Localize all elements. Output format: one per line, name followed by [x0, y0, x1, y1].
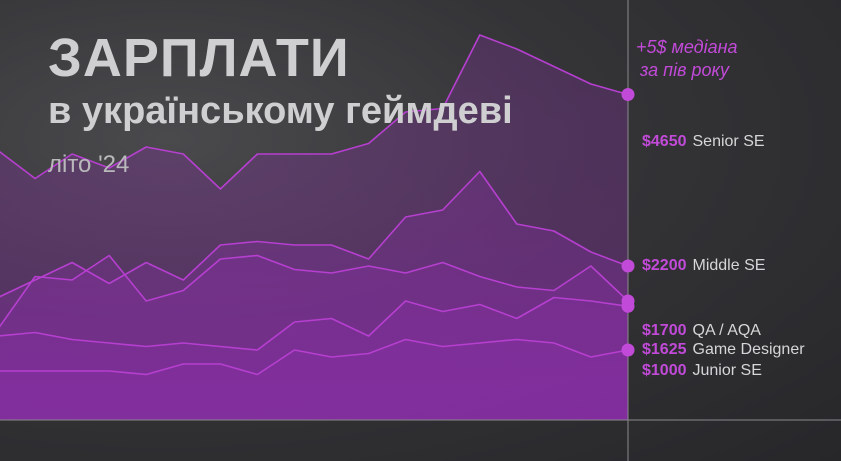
median-annotation: +5$ медіана за пів року [636, 36, 836, 82]
line-middle-se [0, 170, 629, 298]
label-game-designer: $1625 Game Designer [642, 341, 805, 358]
line-junior-se [0, 338, 629, 376]
label-middle-se: $2200 Middle SE [642, 257, 765, 274]
page-subtitle: в українському геймдеві [48, 90, 513, 132]
area-junior-se [0, 339, 628, 420]
line-qa-aqa [0, 254, 629, 328]
endpoint-game-designer [621, 299, 635, 313]
endpoint-middle-se [621, 259, 635, 273]
endpoint-junior-se [621, 343, 635, 357]
label-junior-se: $1000 Junior SE [642, 362, 762, 379]
annotation-line-1: +5$ медіана [636, 37, 738, 57]
annotation-line-2: за пів року [640, 60, 729, 80]
line-senior-se [0, 34, 629, 190]
endpoint-senior-se [621, 88, 635, 101]
label-qa-aqa: $1700 QA / AQA [642, 322, 761, 339]
label-senior-se: $4650 Senior SE [642, 133, 765, 150]
season-label: літо '24 [48, 151, 130, 178]
page-title: ЗАРПЛАТИ [48, 28, 350, 88]
line-game-designer [0, 296, 629, 351]
